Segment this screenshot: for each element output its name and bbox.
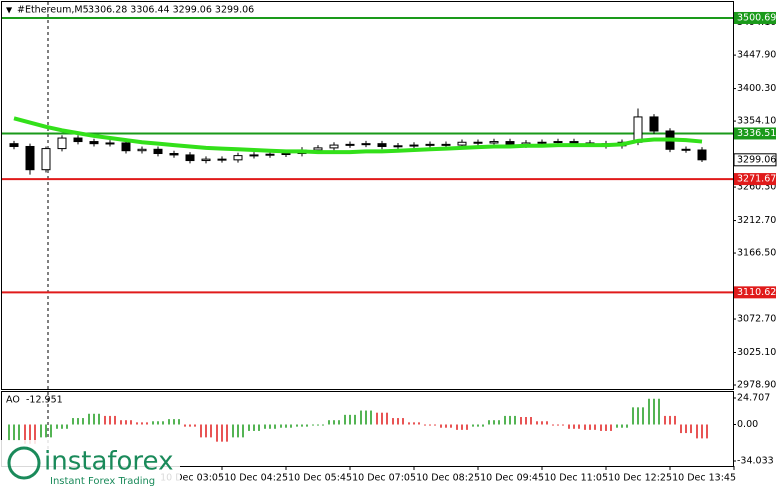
candle-body — [553, 141, 563, 144]
x-tick-label: 10 Dec 05:45 — [288, 473, 352, 484]
logo: instaforex Instant Forex Trading — [0, 440, 180, 488]
x-tick-label: 10 Dec 03:05 — [160, 473, 224, 484]
x-tick-label: 10 Dec 12:25 — [608, 473, 672, 484]
candle-body — [121, 142, 131, 152]
y-tick-label: 3447.90 — [737, 50, 776, 61]
level-label-bg — [734, 286, 776, 299]
candle-body — [457, 141, 467, 146]
candle-body — [329, 144, 339, 149]
candle-body — [473, 141, 483, 144]
logo-tagline: Instant Forex Trading — [50, 476, 155, 487]
candle-body — [281, 153, 291, 156]
candle-body — [73, 137, 83, 143]
x-tick-label: 10 Dec 11:05 — [544, 473, 608, 484]
quote: 3306.28 3306.44 3299.06 3299.06 — [88, 5, 254, 16]
y-tick-label: 0.00 — [737, 419, 758, 430]
y-tick-label: 3400.30 — [737, 83, 776, 94]
candle-body — [569, 141, 579, 144]
moving-average — [13, 116, 703, 155]
candle-body — [409, 144, 419, 147]
candle-body — [105, 142, 115, 145]
candle-body — [41, 148, 51, 171]
y-tick-label: -34.033 — [737, 455, 774, 466]
candle-body — [441, 143, 451, 146]
y-tick-label: 3354.10 — [737, 116, 776, 127]
candle-body — [57, 137, 67, 150]
x-tick-label: 10 Dec 04:25 — [224, 473, 288, 484]
candle-body — [169, 153, 179, 156]
x-tick-label: 10 Dec 08:25 — [416, 473, 480, 484]
candle-body — [137, 148, 147, 152]
y-tick-label: 3072.70 — [737, 314, 776, 325]
candle-body — [153, 148, 163, 155]
candle-body — [233, 155, 243, 161]
main-panel — [1, 1, 734, 390]
x-tick-label: 10 Dec 09:45 — [480, 473, 544, 484]
symbol: #Ethereum,M5 — [17, 5, 89, 16]
candle-body — [377, 143, 387, 147]
level-label: 3500.69 — [737, 12, 776, 23]
candle-body — [89, 141, 99, 145]
indicator-value: -12.951 — [26, 395, 63, 406]
candle-body — [681, 148, 691, 151]
indicator-name: AO — [6, 395, 20, 406]
candle-body — [649, 116, 659, 132]
candle-body — [345, 143, 355, 146]
candle-body — [25, 145, 35, 171]
candle-body — [489, 141, 499, 144]
candle-body — [265, 153, 275, 156]
level-label: 3271.67 — [737, 174, 776, 185]
level-label-bg — [734, 127, 776, 140]
level-label-bg — [734, 173, 776, 186]
candle-body — [361, 143, 371, 146]
y-tick-label: 3260.30 — [737, 182, 776, 193]
y-tick-label: 3212.70 — [737, 215, 776, 226]
y-tick-label: 3025.10 — [737, 347, 776, 358]
candle-body — [185, 154, 195, 162]
y-tick-label: 3166.50 — [737, 248, 776, 259]
candle-body — [425, 143, 435, 146]
menu-arrow[interactable]: ▼ — [6, 6, 13, 15]
candle-body — [313, 147, 323, 151]
candle-body — [9, 143, 19, 147]
x-tick-label: 10 Dec 13:45 — [672, 473, 736, 484]
logo-icon — [7, 446, 41, 480]
candle-body — [201, 158, 211, 162]
candle-body — [217, 158, 227, 161]
level-label: 3110.62 — [737, 287, 776, 298]
y-tick-label: 24.707 — [737, 392, 770, 403]
logo-name: instaforex — [44, 447, 173, 477]
level-label: 3336.51 — [737, 128, 776, 139]
candle-body — [633, 116, 643, 143]
x-tick-label: 10 Dec 07:05 — [352, 473, 416, 484]
candle-body — [393, 145, 403, 148]
candle-body — [249, 154, 259, 157]
level-label-bg — [734, 11, 776, 24]
ao-panel — [1, 391, 734, 467]
candle-body — [537, 141, 547, 144]
price-label: 3299.06 — [737, 154, 776, 165]
y-tick-label: 2978.90 — [737, 380, 776, 391]
candle-body — [697, 149, 707, 161]
price-label-bg — [733, 153, 777, 167]
